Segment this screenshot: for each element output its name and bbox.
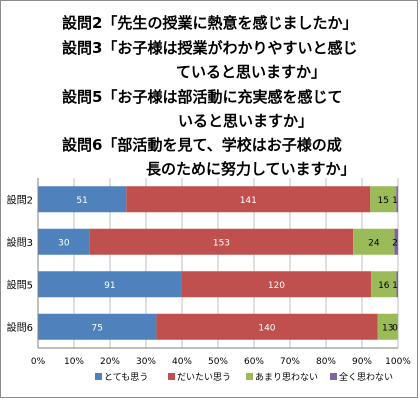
x-tick-label: 10% (64, 357, 84, 367)
category-label: 設問6 (7, 321, 33, 334)
bar-segment (126, 186, 371, 213)
data-label: 2 (392, 238, 398, 248)
data-label: 153 (213, 238, 230, 248)
data-label: 24 (368, 238, 380, 248)
bar-segment (370, 186, 397, 213)
x-tick-label: 80% (316, 357, 336, 367)
title-line-3: ていると思いますか」 (176, 63, 327, 81)
data-label: 120 (268, 281, 285, 291)
bar-segment (396, 186, 398, 213)
data-label: 140 (258, 323, 275, 333)
data-label: 1 (392, 281, 398, 291)
x-tick-label: 50% (208, 357, 228, 367)
category-label: 設問5 (7, 278, 33, 291)
data-label: 1 (392, 196, 398, 206)
data-label: 0 (392, 323, 398, 333)
legend-swatch (246, 373, 253, 380)
data-label: 75 (91, 323, 102, 333)
bar-segment (89, 228, 354, 255)
legend-swatch (168, 373, 175, 380)
legend-label: とても思う (104, 372, 148, 383)
x-tick-label: 70% (280, 357, 300, 367)
title-line-6: 設問6「部活動を見て、学校はお子様の成 (62, 136, 342, 154)
x-tick-label: 90% (352, 357, 372, 367)
title-line-7: 長のために努力していますか」 (146, 160, 356, 178)
category-label: 設問2 (7, 193, 33, 206)
x-tick-label: 20% (100, 357, 120, 367)
bar-segment (38, 313, 157, 340)
legend-swatch (330, 373, 337, 380)
data-label: 51 (76, 196, 87, 206)
bar-segment (377, 313, 398, 340)
bar-segment (396, 271, 398, 298)
bar-segment (353, 228, 395, 255)
data-label: 141 (240, 196, 257, 206)
category-label: 設問3 (7, 236, 33, 249)
data-label: 15 (378, 196, 389, 206)
title-line-4: 設問5「お子様は部活動に充実感を感じて (62, 88, 343, 106)
legend-swatch (95, 373, 102, 380)
data-label: 30 (58, 238, 70, 248)
data-label: 16 (378, 281, 390, 291)
bar-segment (371, 271, 397, 298)
x-tick-label: 40% (172, 357, 192, 367)
bar-segment (181, 271, 372, 298)
x-tick-label: 100% (385, 357, 411, 367)
bar-segment (38, 228, 90, 255)
title-line-5: いると思いますか」 (178, 112, 314, 130)
bar-segment (38, 186, 127, 213)
x-tick-label: 0% (31, 357, 46, 367)
bar-segment (394, 228, 398, 255)
title-line-2: 設問3「お子様は授業がわかりやすいと感じ (62, 39, 358, 57)
x-tick-label: 30% (136, 357, 156, 367)
bar-segment (38, 271, 182, 298)
title-line-1: 設問2「先生の授業に熱意を感じましたか」 (62, 14, 358, 32)
x-tick-label: 60% (244, 357, 264, 367)
bar-segment (156, 313, 378, 340)
legend-label: あまり思わない (255, 372, 318, 383)
data-label: 91 (104, 281, 115, 291)
legend-label: だいたい思う (177, 372, 231, 383)
data-label: 13 (382, 323, 393, 333)
legend-label: 全く思わない (339, 371, 393, 383)
